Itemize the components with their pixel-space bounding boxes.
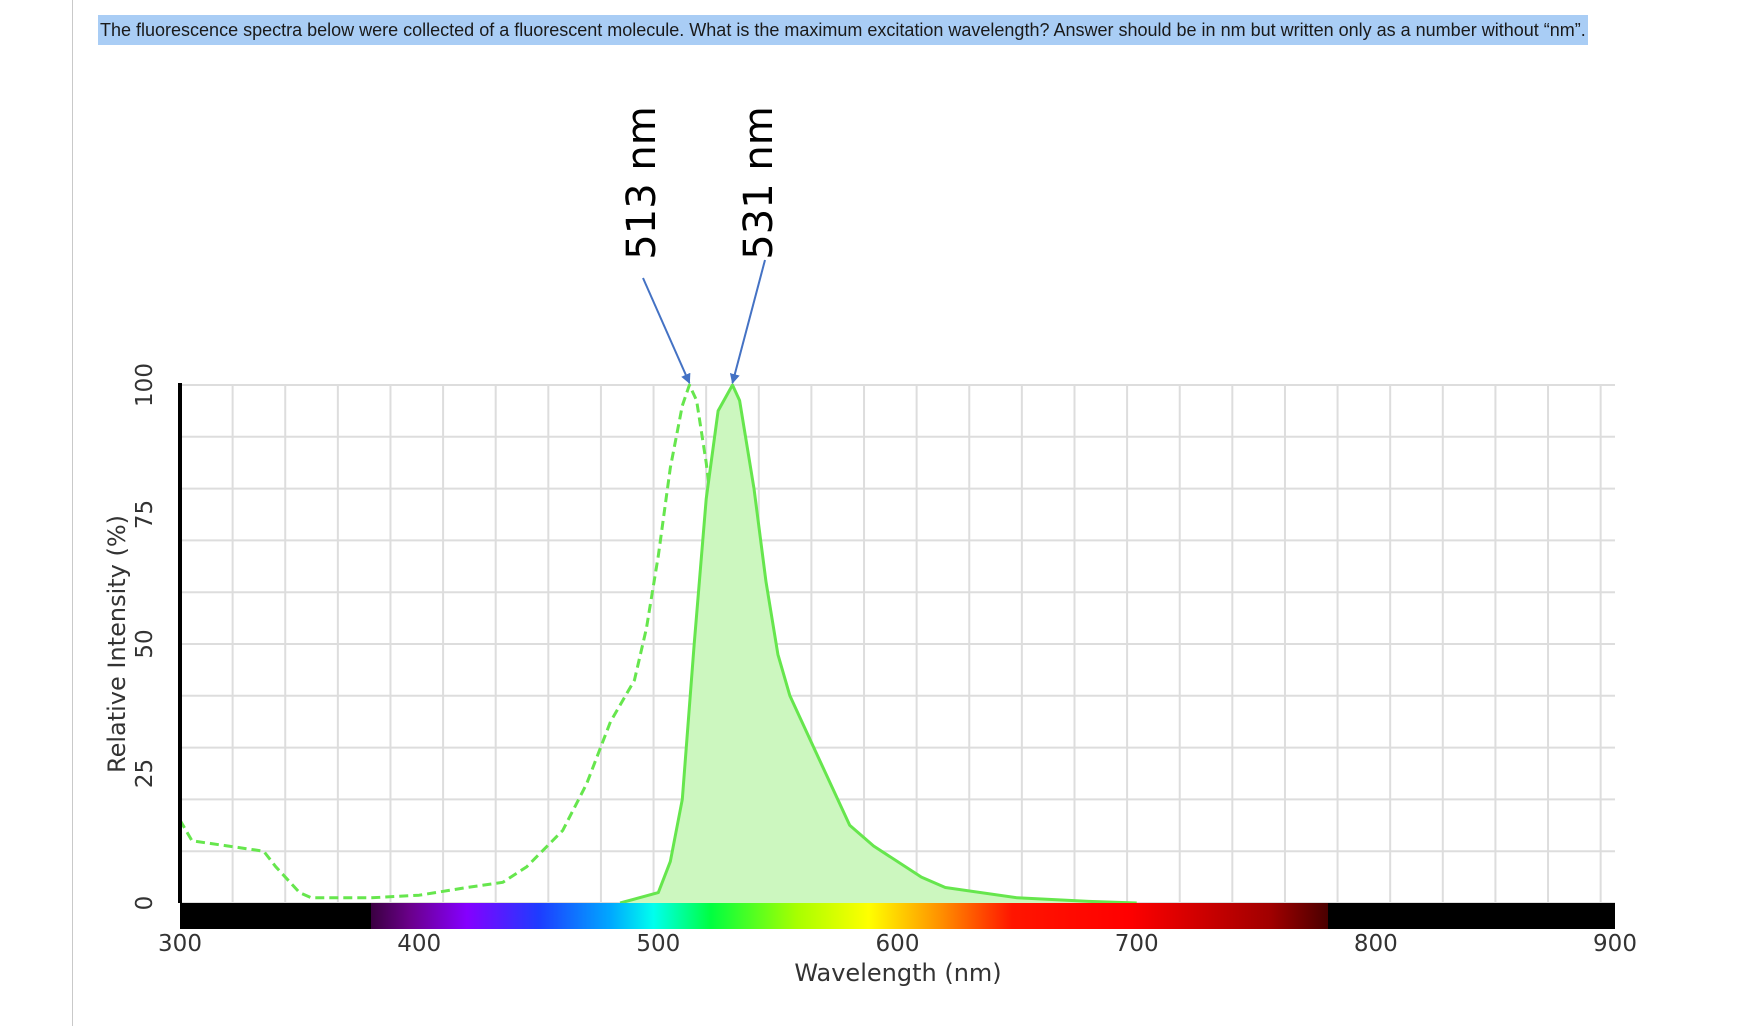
y-tick-label: 75 [132,500,158,529]
series-fill-1 [620,385,1137,903]
y-tick-label: 100 [132,363,158,407]
page-left-rule [72,0,73,1026]
spectrum-bar [180,903,1615,929]
y-tick-label: 0 [132,896,158,911]
x-tick-label: 300 [158,931,202,957]
x-tick-label: 900 [1593,931,1637,957]
tick-labels: 300 400 500 600 700 800 900 0 25 50 75 100 Wavelengt… [103,363,1637,987]
x-tick-label: 700 [1115,931,1159,957]
x-tick-label: 800 [1354,931,1398,957]
x-tick-label: 400 [397,931,441,957]
x-tick-label: 500 [636,931,680,957]
peak-arrow-1 [729,259,766,384]
annotations: 513 nm 531 nm [619,106,782,384]
y-tick-label: 25 [132,759,158,788]
grid [179,384,1615,904]
question-text: The fluorescence spectra below were coll… [98,15,1588,45]
x-axis-title: Wavelength (nm) [794,959,1001,987]
peak-label-1: 531 nm [736,106,782,259]
y-axis-title: Relative Intensity (%) [103,515,131,773]
peak-arrow-0 [642,277,691,384]
peak-label-0: 513 nm [619,106,665,259]
series-line-1 [619,383,1137,905]
series-group [178,383,1137,905]
axes [178,383,1615,929]
x-tick-label: 600 [876,931,920,957]
y-tick-label: 50 [132,629,158,658]
